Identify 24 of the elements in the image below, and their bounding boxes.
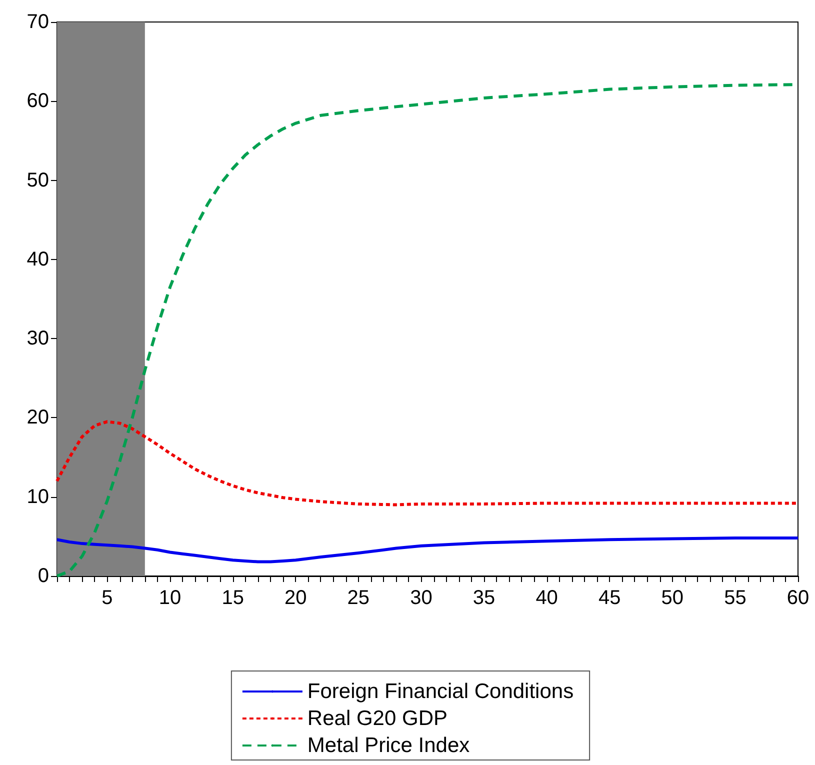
line-series bbox=[56, 536, 800, 564]
legend-label: Real G20 GDP bbox=[307, 707, 448, 730]
legend-label: Foreign Financial Conditions bbox=[307, 680, 574, 703]
y-tick-label: 60 bbox=[26, 90, 49, 112]
x-tick-label: 30 bbox=[410, 587, 432, 609]
x-tick-label: 25 bbox=[347, 587, 370, 609]
x-tick-label: 20 bbox=[284, 587, 307, 609]
x-tick-label: 5 bbox=[102, 587, 113, 609]
y-tick-label: 70 bbox=[26, 11, 49, 33]
y-tick-label: 20 bbox=[26, 406, 49, 429]
x-tick-label: 45 bbox=[598, 587, 621, 609]
x-tick-label: 35 bbox=[472, 587, 496, 609]
legend-label: Metal Price Index bbox=[307, 734, 470, 757]
y-tick-label: 50 bbox=[26, 169, 49, 192]
x-tick-label: 40 bbox=[536, 587, 558, 609]
x-tick-label: 10 bbox=[158, 587, 182, 609]
y-tick-label: 40 bbox=[26, 248, 49, 270]
y-tick-label: 10 bbox=[26, 486, 49, 508]
x-tick-label: 55 bbox=[724, 587, 746, 609]
x-tick-label: 15 bbox=[222, 587, 244, 609]
y-tick-label: 30 bbox=[26, 328, 49, 350]
x-tick-label: 60 bbox=[786, 587, 810, 609]
x-tick-label: 50 bbox=[661, 587, 684, 609]
y-tick-label: 0 bbox=[38, 565, 49, 587]
